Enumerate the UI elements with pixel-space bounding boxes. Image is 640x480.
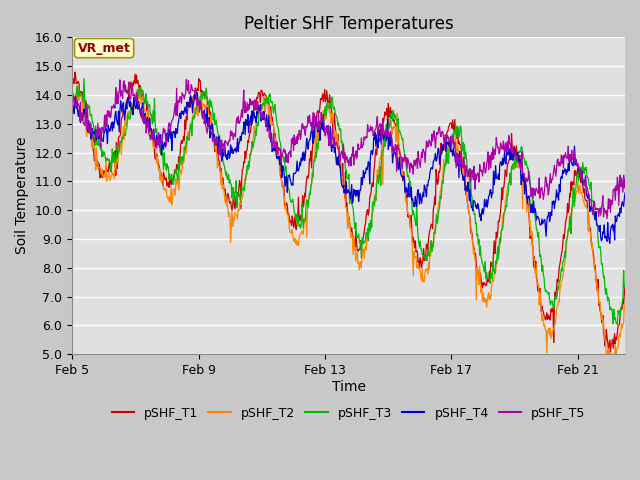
Line: pSHF_T1: pSHF_T1 — [72, 72, 625, 352]
pSHF_T5 — [421, 159, 429, 165]
Title: Peltier SHF Temperatures: Peltier SHF Temperatures — [244, 15, 454, 33]
pSHF_T3 — [621, 282, 629, 288]
pSHF_T4 — [545, 209, 553, 215]
pSHF_T2 — [68, 93, 76, 98]
pSHF_T1 — [68, 79, 76, 84]
pSHF_T2 — [404, 210, 412, 216]
Line: pSHF_T4: pSHF_T4 — [72, 93, 625, 243]
pSHF_T4 — [488, 190, 496, 196]
pSHF_T3 — [421, 254, 429, 260]
X-axis label: Time: Time — [332, 380, 365, 394]
pSHF_T3 — [545, 289, 553, 295]
pSHF_T3 — [80, 76, 88, 82]
pSHF_T5 — [621, 176, 629, 182]
Line: pSHF_T5: pSHF_T5 — [72, 79, 625, 218]
pSHF_T4 — [193, 90, 200, 96]
pSHF_T5 — [102, 112, 110, 118]
pSHF_T5 — [68, 93, 76, 98]
pSHF_T4 — [102, 125, 110, 131]
pSHF_T5 — [404, 158, 412, 164]
pSHF_T2 — [621, 304, 629, 310]
pSHF_T1 — [421, 254, 429, 260]
pSHF_T5 — [545, 189, 553, 194]
pSHF_T3 — [614, 322, 621, 327]
pSHF_T4 — [621, 190, 629, 196]
pSHF_T2 — [602, 351, 610, 357]
pSHF_T4 — [390, 151, 397, 156]
pSHF_T2 — [545, 325, 553, 331]
Legend: pSHF_T1, pSHF_T2, pSHF_T3, pSHF_T4, pSHF_T5: pSHF_T1, pSHF_T2, pSHF_T3, pSHF_T4, pSHF… — [107, 402, 591, 424]
pSHF_T2 — [390, 124, 397, 130]
pSHF_T2 — [488, 279, 496, 285]
pSHF_T1 — [488, 262, 496, 268]
pSHF_T1 — [621, 282, 629, 288]
pSHF_T1 — [390, 117, 397, 122]
pSHF_T3 — [404, 172, 412, 178]
pSHF_T5 — [488, 156, 496, 162]
pSHF_T5 — [603, 216, 611, 221]
pSHF_T3 — [103, 156, 111, 161]
pSHF_T4 — [606, 240, 614, 246]
pSHF_T3 — [390, 110, 397, 116]
pSHF_T2 — [421, 268, 429, 274]
pSHF_T1 — [103, 168, 111, 174]
pSHF_T1 — [545, 316, 553, 322]
Line: pSHF_T2: pSHF_T2 — [72, 90, 625, 354]
pSHF_T5 — [390, 149, 397, 155]
Line: pSHF_T3: pSHF_T3 — [72, 79, 625, 324]
pSHF_T3 — [488, 276, 496, 282]
pSHF_T1 — [607, 349, 614, 355]
pSHF_T5 — [182, 76, 190, 82]
Text: VR_met: VR_met — [77, 42, 131, 55]
pSHF_T1 — [404, 215, 412, 220]
Y-axis label: Soil Temperature: Soil Temperature — [15, 137, 29, 254]
pSHF_T4 — [421, 184, 429, 190]
pSHF_T2 — [102, 155, 110, 160]
pSHF_T3 — [68, 106, 76, 111]
pSHF_T4 — [404, 180, 412, 186]
pSHF_T4 — [68, 109, 76, 115]
pSHF_T2 — [133, 87, 141, 93]
pSHF_T1 — [71, 69, 79, 75]
